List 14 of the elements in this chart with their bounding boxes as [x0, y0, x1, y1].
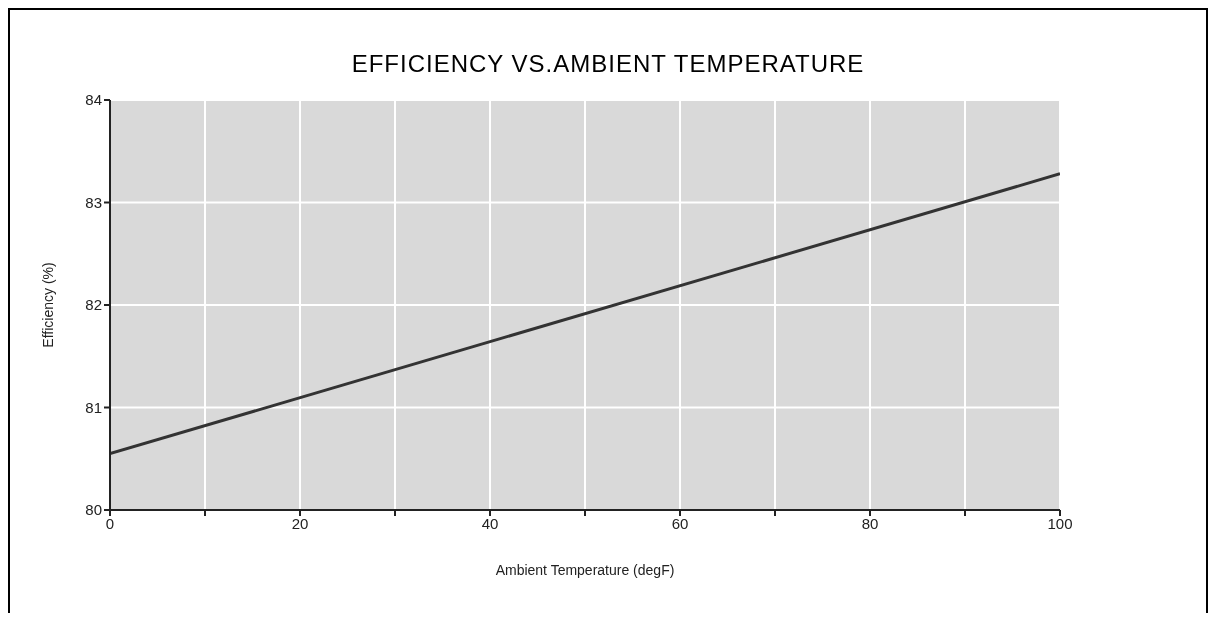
x-tick-label: 0	[105, 514, 115, 532]
y-tick-label: 81	[85, 398, 102, 416]
y-tick-label: 82	[85, 296, 102, 314]
chart-title: EFFICIENCY VS.AMBIENT TEMPERATURE	[350, 49, 866, 79]
x-tick-label: 80	[861, 514, 879, 532]
x-tick-label: 20	[291, 514, 309, 532]
y-axis-title: Efficiency (%)	[39, 262, 56, 348]
x-tick-label: 60	[671, 514, 689, 532]
x-tick-label: 100	[1047, 514, 1073, 532]
y-tick-label: 83	[85, 193, 102, 211]
x-axis-title: Ambient Temperature (degF)	[495, 562, 675, 578]
y-tick-label: 80	[85, 501, 102, 519]
y-tick-label: 84	[85, 91, 102, 109]
x-tick-label: 40	[481, 514, 499, 532]
